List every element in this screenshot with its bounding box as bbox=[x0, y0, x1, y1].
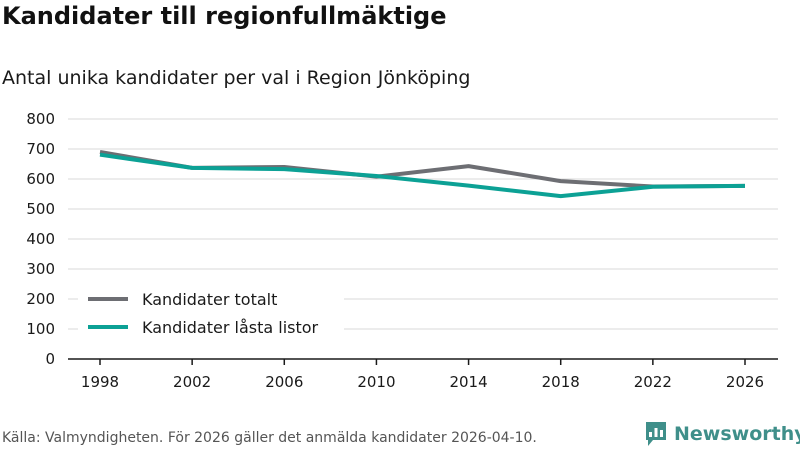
y-tick-label: 300 bbox=[26, 260, 55, 278]
x-tick-label: 2018 bbox=[542, 373, 580, 391]
source-note: Källa: Valmyndigheten. För 2026 gäller d… bbox=[2, 430, 537, 446]
y-tick-label: 100 bbox=[26, 320, 55, 338]
x-tick-label: 2022 bbox=[634, 373, 672, 391]
chart-subtitle: Antal unika kandidater per val i Region … bbox=[2, 67, 471, 89]
y-tick-label: 200 bbox=[26, 290, 55, 308]
x-tick-label: 1998 bbox=[81, 373, 119, 391]
y-tick-label: 700 bbox=[26, 140, 55, 158]
x-tick-label: 2002 bbox=[173, 373, 211, 391]
brand: Newsworthy bbox=[644, 420, 800, 448]
y-tick-label: 0 bbox=[45, 350, 55, 368]
legend-label-locked: Kandidater låsta listor bbox=[142, 318, 319, 337]
x-tick-label: 2026 bbox=[726, 373, 764, 391]
brand-name: Newsworthy bbox=[674, 423, 800, 445]
y-tick-label: 800 bbox=[26, 110, 55, 128]
y-tick-label: 500 bbox=[26, 200, 55, 218]
axes: 0 100 200 300 400 500 600 700 800 1998 2002 2006 201… bbox=[26, 110, 778, 391]
legend-background bbox=[78, 284, 344, 346]
x-tick-label: 2014 bbox=[449, 373, 487, 391]
series-line-locked bbox=[99, 152, 746, 199]
newsworthy-logo-icon bbox=[646, 422, 666, 446]
x-tick-label: 2010 bbox=[357, 373, 395, 391]
legend: Kandidater totalt Kandidater låsta listo… bbox=[78, 284, 344, 346]
series bbox=[99, 150, 746, 199]
y-tick-label: 400 bbox=[26, 230, 55, 248]
legend-label-total: Kandidater totalt bbox=[142, 290, 277, 309]
chart-title: Kandidater till regionfullmäktige bbox=[2, 2, 447, 30]
y-tick-label: 600 bbox=[26, 170, 55, 188]
x-tick-label: 2006 bbox=[265, 373, 303, 391]
